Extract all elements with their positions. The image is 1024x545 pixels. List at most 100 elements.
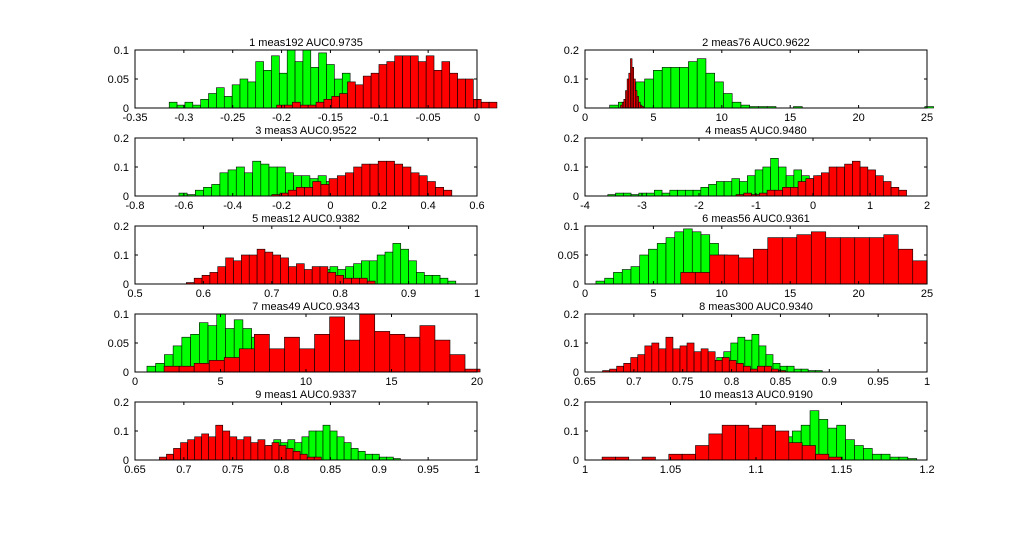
x-tick-label: 0 — [582, 112, 588, 124]
bar — [852, 160, 861, 197]
subplot-2: 0 5 10 15 20 25 0 0.1 0.2 2 meas76 AUC0.9622 — [564, 37, 934, 124]
bar — [827, 427, 838, 461]
bar — [299, 453, 308, 461]
y-tick-label: 0.05 — [108, 338, 129, 350]
bar — [222, 430, 231, 461]
x-tick-label: 0.9 — [822, 376, 837, 388]
bar — [244, 172, 253, 197]
series-red — [159, 424, 322, 461]
bar — [308, 430, 317, 461]
subplot-title: 8 meas300 AUC0.9340 — [699, 301, 813, 313]
bar — [637, 354, 646, 373]
bar — [312, 181, 322, 197]
bar — [362, 75, 372, 109]
bar — [285, 448, 294, 461]
y-tick-label: 0.1 — [564, 426, 579, 438]
bar — [669, 189, 678, 197]
bar — [327, 272, 337, 285]
bar — [813, 175, 822, 197]
bar — [416, 272, 425, 285]
bar — [280, 257, 289, 285]
bar — [654, 189, 663, 197]
x-tick-label: 10 — [716, 288, 728, 300]
bar — [329, 316, 345, 373]
x-tick-label: -0.8 — [126, 200, 145, 212]
bar — [805, 178, 814, 197]
y-tick-label: 0 — [123, 191, 129, 203]
x-tick-label: -1 — [751, 200, 761, 212]
bar — [410, 55, 419, 109]
bar — [263, 70, 272, 109]
bar — [168, 101, 178, 109]
bar — [264, 251, 274, 285]
bar — [821, 172, 830, 197]
bar — [347, 81, 356, 109]
bar — [257, 439, 266, 461]
bar — [389, 333, 406, 373]
x-tick-label: -0.2 — [272, 112, 291, 124]
bar — [786, 365, 795, 373]
x-tick-label: -4 — [580, 200, 590, 212]
bar — [272, 254, 281, 285]
bar — [867, 169, 876, 197]
bar — [694, 272, 711, 285]
bar — [714, 81, 724, 109]
x-tick-label: 10 — [300, 376, 312, 388]
x-tick-label: 0.2 — [372, 200, 387, 212]
bar — [315, 430, 324, 461]
bar — [219, 172, 229, 197]
bar — [658, 348, 667, 373]
subplot-title: 6 meas56 AUC0.9361 — [702, 213, 810, 225]
bar — [465, 78, 474, 109]
y-tick-label: 0.2 — [114, 397, 129, 409]
bar — [231, 84, 241, 109]
bar — [696, 58, 707, 109]
bar — [796, 234, 812, 285]
bar — [441, 61, 451, 109]
bar — [435, 187, 444, 197]
bar — [767, 237, 783, 285]
y-tick-label: 0 — [573, 455, 579, 467]
bar — [630, 266, 641, 285]
bar — [225, 257, 234, 285]
subplot-7: 0 5 10 15 20 0 0.05 0.1 7 meas49 AUC0.9343 — [108, 301, 484, 388]
bar — [279, 72, 288, 109]
subplot-8: 0.65 0.7 0.75 0.8 0.85 0.9 0.95 1 0 0.1 0.2 8 meas3… — [564, 301, 930, 388]
y-tick-label: 0.2 — [564, 45, 579, 57]
bar — [418, 175, 428, 197]
subplot-title: 4 meas5 AUC0.9480 — [705, 125, 807, 137]
x-tick-label: 0.75 — [672, 376, 693, 388]
bar — [376, 254, 386, 285]
bar — [705, 72, 715, 109]
bar — [735, 362, 744, 373]
bar — [707, 351, 716, 373]
bar — [692, 189, 702, 197]
bar — [331, 96, 340, 109]
subplot-title: 1 meas192 AUC0.9735 — [249, 37, 363, 49]
bar — [255, 61, 264, 109]
x-tick-label: 25 — [921, 288, 933, 300]
bar — [836, 424, 846, 461]
bar — [693, 351, 702, 373]
bar — [665, 237, 676, 285]
x-tick-label: 20 — [471, 376, 483, 388]
bar — [672, 348, 681, 373]
bar — [394, 55, 403, 109]
y-tick-label: 0 — [123, 455, 129, 467]
x-tick-label: 0.9 — [401, 288, 416, 300]
x-tick-label: -0.05 — [416, 112, 441, 124]
x-tick-label: 1 — [474, 464, 480, 476]
subplot-4: -4 -3 -2 -1 0 1 2 0 0.1 0.2 4 meas5 AUC0.9480 — [564, 125, 930, 212]
y-tick-label: 0.2 — [564, 133, 579, 145]
x-tick-label: 1.05 — [660, 464, 681, 476]
bar — [215, 424, 224, 461]
bar — [708, 433, 723, 461]
bar — [681, 453, 696, 461]
bar — [163, 365, 180, 373]
y-tick-label: 0.05 — [108, 74, 129, 86]
x-tick-label: 15 — [385, 376, 397, 388]
bar — [256, 248, 266, 285]
series-green — [168, 49, 422, 109]
bar — [311, 266, 321, 285]
series-red — [620, 58, 644, 109]
